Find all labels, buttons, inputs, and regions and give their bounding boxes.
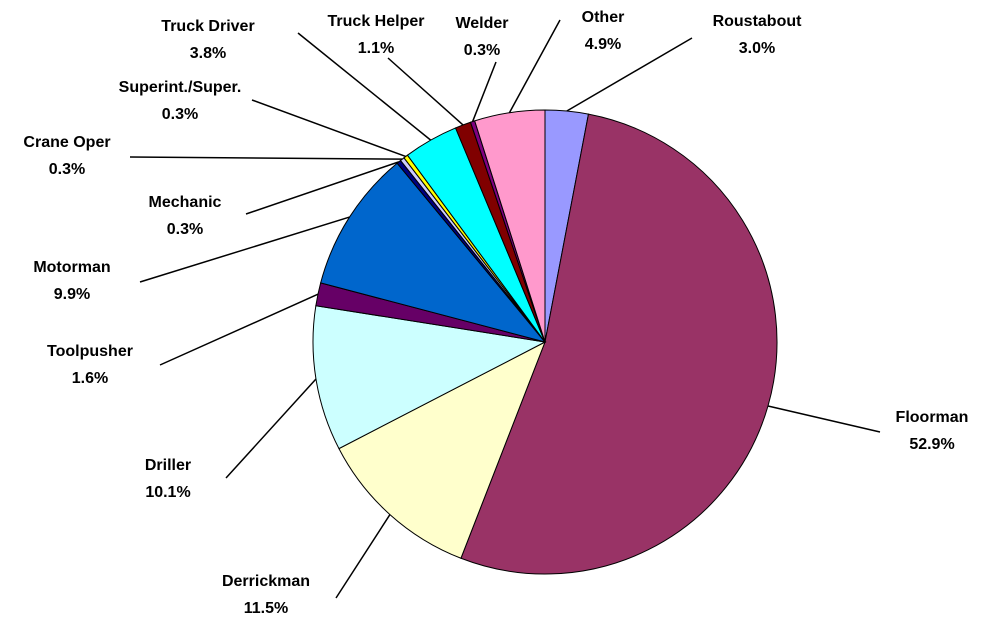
leader-line — [225, 378, 317, 479]
leader-line — [508, 19, 561, 114]
slice-label: Toolpusher — [47, 343, 133, 360]
slice-value-label: 52.9% — [909, 436, 954, 453]
pie-slice — [474, 109, 546, 343]
slice-value-label: 9.9% — [54, 286, 90, 303]
pie-slice — [460, 113, 778, 575]
slice-label: Superint./Super. — [119, 79, 242, 96]
leader-line — [139, 216, 350, 283]
leader-line — [566, 37, 693, 112]
slice-label: Crane Oper — [23, 134, 110, 151]
leader-line — [251, 99, 406, 158]
slice-value-label: 1.1% — [358, 40, 394, 57]
slice-value-label: 0.3% — [49, 161, 85, 178]
slice-label: Truck Driver — [161, 18, 254, 35]
slice-label: Mechanic — [149, 194, 222, 211]
leader-line — [245, 161, 400, 215]
slice-label: Truck Helper — [328, 13, 425, 30]
slice-label: Derrickman — [222, 573, 310, 590]
leader-line — [159, 293, 319, 366]
slice-label: Driller — [145, 457, 191, 474]
leader-line — [471, 61, 497, 122]
slice-label: Motorman — [33, 259, 110, 276]
slice-label: Other — [582, 9, 625, 26]
slice-value-label: 4.9% — [585, 36, 621, 53]
leader-line — [387, 57, 464, 126]
slice-value-label: 0.3% — [162, 106, 198, 123]
leader-line — [129, 156, 403, 160]
slice-value-label: 0.3% — [464, 42, 500, 59]
slice-label: Roustabout — [713, 13, 803, 30]
leader-line — [767, 405, 881, 433]
leader-line — [297, 32, 432, 141]
slice-value-label: 10.1% — [145, 484, 190, 501]
slice-value-label: 0.3% — [167, 221, 203, 238]
pie-slice — [338, 340, 546, 559]
slice-label: Welder — [455, 15, 508, 32]
leader-line — [335, 514, 391, 599]
slice-label: Floorman — [896, 409, 969, 426]
slice-value-label: 3.8% — [190, 45, 226, 62]
slice-value-label: 3.0% — [739, 40, 775, 57]
slice-value-label: 11.5% — [244, 600, 288, 617]
slice-value-label: 1.6% — [72, 370, 108, 387]
pie-slice — [320, 162, 547, 343]
